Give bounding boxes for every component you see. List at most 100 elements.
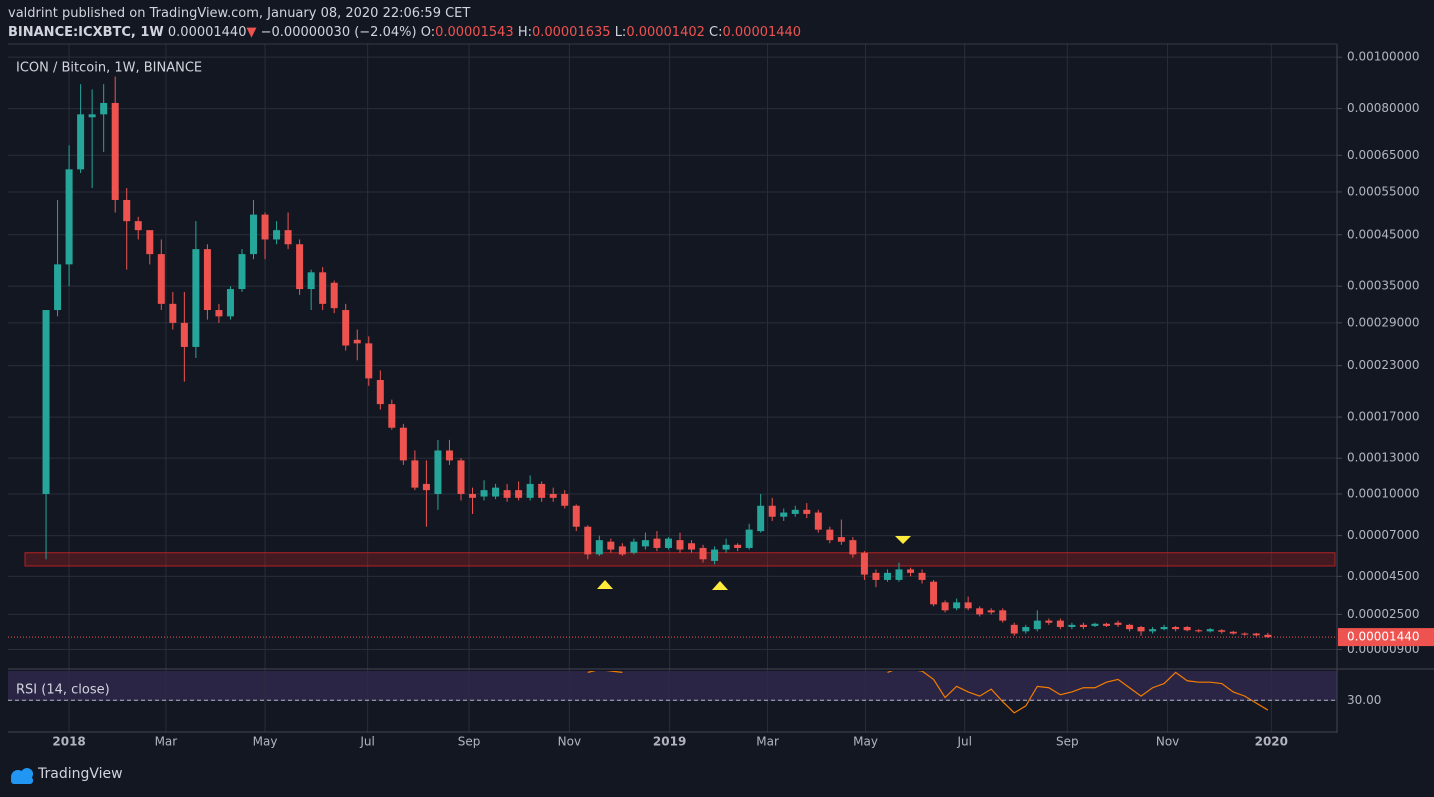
h-value: 0.00001635 <box>531 25 611 40</box>
candle-body <box>134 221 142 231</box>
o-label: O: <box>420 25 436 40</box>
last-price: 0.00001440 <box>167 25 247 40</box>
candle-body <box>1068 624 1076 627</box>
candle-body <box>376 380 384 405</box>
candle-body <box>388 404 396 428</box>
candle-body <box>780 512 788 517</box>
candle-body <box>526 483 534 498</box>
candle-body <box>941 602 949 611</box>
y-tick-label: 0.00007000 <box>1347 528 1420 542</box>
candle-body <box>676 540 684 550</box>
candle-body <box>1195 630 1203 632</box>
candle-body <box>480 490 488 497</box>
candle-body <box>699 547 707 560</box>
candle-body <box>814 512 822 530</box>
candle-body <box>123 199 131 222</box>
up-marker <box>712 581 728 590</box>
candle-body <box>353 339 361 344</box>
y-tick-label: 0.00080000 <box>1347 101 1420 115</box>
c-value: 0.00001440 <box>722 25 802 40</box>
candle-body <box>734 544 742 548</box>
candle-body <box>964 602 972 609</box>
candle-body <box>365 343 373 379</box>
y-tick-label: 30.00 <box>1347 693 1381 707</box>
candle-body <box>1149 629 1157 632</box>
candle-body <box>238 254 246 290</box>
y-tick-label: 0.00010000 <box>1347 486 1420 500</box>
x-tick-label: Mar <box>756 735 779 749</box>
candle-body <box>607 541 615 550</box>
support-zone <box>24 552 1336 567</box>
x-tick-label: 2020 <box>1255 735 1288 749</box>
candle-body <box>1102 623 1110 626</box>
candle-body <box>1056 620 1064 627</box>
y-tick-label: 0.00023000 <box>1347 358 1420 372</box>
rsi-line <box>587 671 1269 714</box>
y-tick-label: 0.00100000 <box>1347 50 1420 64</box>
candle-body <box>503 490 511 498</box>
c-label: C: <box>709 25 723 40</box>
y-tick-label: 0.00055000 <box>1347 184 1420 198</box>
candle-body <box>1160 626 1168 630</box>
candle-body <box>1229 631 1237 634</box>
candle-body <box>422 483 430 491</box>
candle-body <box>757 505 765 532</box>
x-tick-label: Nov <box>558 735 581 749</box>
y-tick-label: 0.00004500 <box>1347 569 1420 583</box>
candle-body <box>930 581 938 605</box>
candle-body <box>849 540 857 555</box>
x-tick-label: May <box>853 735 878 749</box>
candle-body <box>157 254 165 304</box>
candle-body <box>572 505 580 527</box>
change-arrow: ▼ <box>246 25 257 40</box>
candle-body <box>77 114 85 170</box>
candle-body <box>1206 629 1214 632</box>
candle-body <box>860 552 868 575</box>
candle-body <box>953 602 961 609</box>
y-tick-label: 0.00035000 <box>1347 279 1420 293</box>
candle-body <box>1022 626 1030 632</box>
candle-body <box>538 483 546 498</box>
candle-body <box>791 509 799 514</box>
l-value: 0.00001402 <box>626 25 705 40</box>
x-tick-label: Jul <box>359 735 374 749</box>
x-tick-label: Sep <box>458 735 481 749</box>
candle-body <box>595 540 603 555</box>
candle-body <box>1033 620 1041 630</box>
candle-body <box>434 450 442 494</box>
candle-body <box>872 572 880 580</box>
x-tick-label: Jul <box>956 735 971 749</box>
y-tick-label: 0.00029000 <box>1347 315 1420 329</box>
y-tick-label: 0.00002500 <box>1347 607 1420 621</box>
x-tick-label: May <box>253 735 278 749</box>
x-tick-label: 2018 <box>52 735 85 749</box>
candle-body <box>561 493 569 506</box>
symbol: BINANCE:ICXBTC, 1W <box>8 25 164 40</box>
y-tick-label: 0.00045000 <box>1347 227 1420 241</box>
candle-body <box>722 544 730 550</box>
candle-body <box>1079 624 1087 627</box>
candle-body <box>1241 633 1249 635</box>
price-label: 0.00001440 <box>1347 630 1420 644</box>
candle-body <box>492 487 500 497</box>
candle-body <box>653 538 661 548</box>
candle-body <box>664 538 672 548</box>
candle-body <box>641 540 649 547</box>
x-tick-label: Nov <box>1156 735 1179 749</box>
candle-body <box>987 610 995 613</box>
candle-body <box>399 427 407 461</box>
candle-body <box>457 460 465 494</box>
candle-body <box>146 230 154 255</box>
candle-body <box>1218 630 1226 632</box>
candle-body <box>42 310 50 494</box>
symbol-line: BINANCE:ICXBTC, 1W 0.00001440▼ −0.000000… <box>8 25 801 40</box>
candle-body <box>1126 624 1134 630</box>
candle-body <box>180 322 188 347</box>
candle-body <box>307 272 315 290</box>
candle-body <box>976 608 984 615</box>
candle-body <box>88 114 96 118</box>
candle-body <box>330 282 338 309</box>
y-tick-label: 0.00013000 <box>1347 451 1420 465</box>
candle-body <box>826 529 834 541</box>
